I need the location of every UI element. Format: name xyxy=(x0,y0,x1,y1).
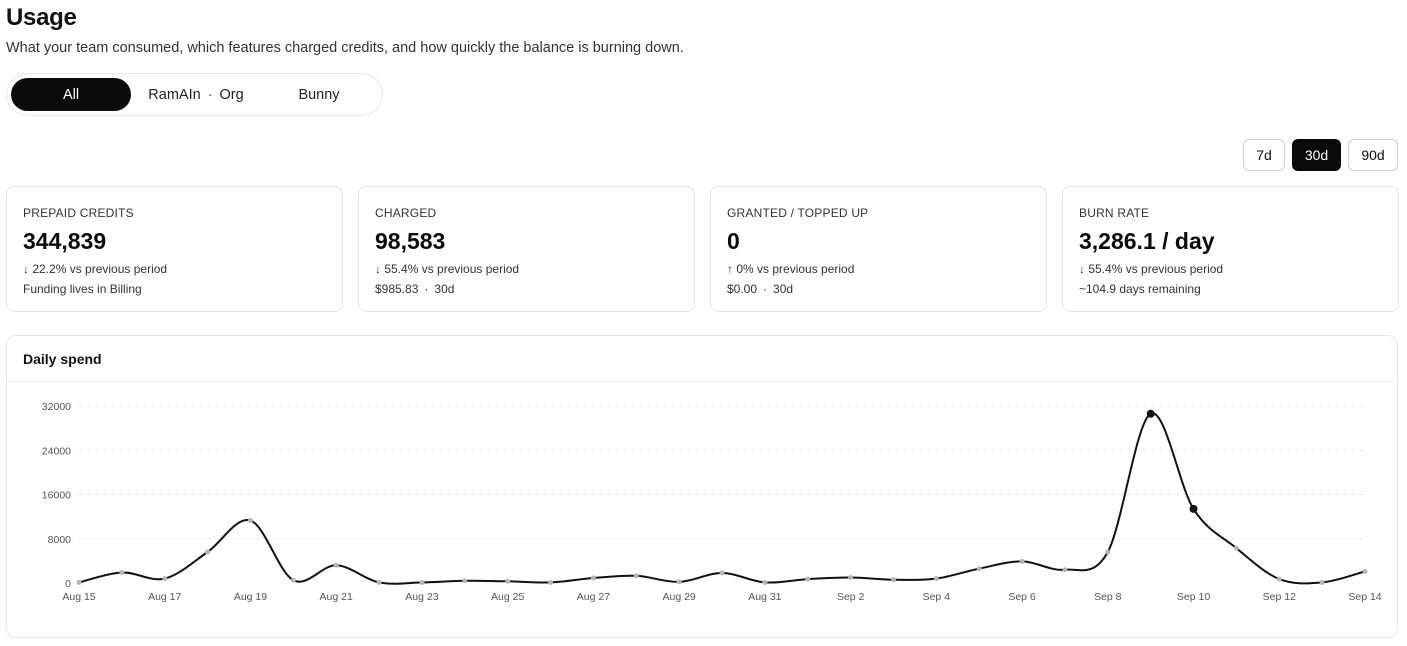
highlighted-data-point xyxy=(1146,409,1155,418)
data-point xyxy=(976,566,982,572)
card-burn-rate: BURN RATE 3,286.1 / day ↓ 55.4% vs previ… xyxy=(1062,186,1399,312)
x-tick-label: Sep 4 xyxy=(923,591,951,603)
card-label: CHARGED xyxy=(375,206,437,220)
scope-tab-all-label: All xyxy=(62,86,80,103)
card-note-amount: $985.83 xyxy=(375,282,419,296)
chart-title: Daily spend xyxy=(23,351,102,367)
card-label: PREPAID CREDITS xyxy=(23,206,134,220)
data-point xyxy=(805,576,811,582)
x-tick-label: Aug 27 xyxy=(577,591,610,603)
card-prepaid-credits: PREPAID CREDITS 344,839 ↓ 22.2% vs previ… xyxy=(6,186,343,312)
scope-tab-ramain-org[interactable]: RamAIn · Org xyxy=(131,78,261,111)
data-point xyxy=(548,579,554,585)
y-tick-label: 32000 xyxy=(42,401,71,413)
card-charged: CHARGED 98,583 ↓ 55.4% vs previous perio… xyxy=(358,186,695,312)
data-point xyxy=(633,573,639,579)
range-90d-button[interactable]: 90d xyxy=(1348,139,1398,171)
x-tick-label: Sep 12 xyxy=(1263,591,1296,603)
data-point xyxy=(290,577,296,583)
scope-tab-org-label: Org xyxy=(219,86,244,103)
card-note: $0.00 · 30d xyxy=(727,282,793,296)
card-granted-topped-up: GRANTED / TOPPED UP 0 ↑ 0% vs previous p… xyxy=(710,186,1047,312)
x-tick-label: Aug 19 xyxy=(234,591,267,603)
data-point xyxy=(762,579,768,585)
data-point xyxy=(76,579,82,585)
daily-spend-card: Daily spend 0 8000 16000 24000 32000 Aug 15 Au… xyxy=(6,335,1398,638)
data-point xyxy=(505,578,511,584)
data-point xyxy=(119,569,125,575)
card-value: 98,583 xyxy=(375,228,446,254)
scope-tab-all[interactable]: All xyxy=(11,78,131,111)
scope-tab-bunny[interactable]: Bunny xyxy=(261,78,377,111)
y-tick-label: 16000 xyxy=(42,490,71,502)
data-point xyxy=(1362,568,1368,574)
x-tick-label: Aug 29 xyxy=(662,591,695,603)
x-tick-label: Sep 14 xyxy=(1348,591,1381,603)
x-tick-label: Aug 17 xyxy=(148,591,181,603)
data-point xyxy=(590,575,596,581)
card-delta: ↓ 22.2% vs previous period xyxy=(23,262,168,276)
x-tick-label: Sep 6 xyxy=(1008,591,1036,603)
card-note: Funding lives in Billing xyxy=(23,282,142,296)
card-note-separator: · xyxy=(763,282,768,296)
data-point xyxy=(376,579,382,585)
data-point xyxy=(162,576,168,582)
data-point xyxy=(719,570,725,576)
card-note: $985.83 · 30d xyxy=(375,282,454,296)
card-note-separator: · xyxy=(424,282,429,296)
data-point xyxy=(1062,567,1068,573)
highlighted-data-point xyxy=(1189,504,1198,513)
card-delta: ↑ 0% vs previous period xyxy=(727,262,855,276)
data-point xyxy=(1019,558,1025,564)
chart-header: Daily spend xyxy=(7,336,1397,382)
data-point xyxy=(933,576,939,582)
card-value: 3,286.1 / day xyxy=(1079,228,1215,254)
data-point xyxy=(1276,576,1282,582)
scope-tab-separator: · xyxy=(207,86,213,103)
data-point xyxy=(890,577,896,583)
x-tick-label: Aug 25 xyxy=(491,591,524,603)
scope-tab-ramain-label: RamAIn xyxy=(148,86,201,103)
scope-tab-bunny-label: Bunny xyxy=(298,86,340,103)
data-point xyxy=(333,562,339,568)
x-tick-label: Sep 2 xyxy=(837,591,865,603)
data-point xyxy=(247,517,253,523)
card-note-period: 30d xyxy=(773,282,794,296)
page-subtitle: What your team consumed, which features … xyxy=(6,40,684,56)
x-tick-label: Sep 10 xyxy=(1177,591,1210,603)
y-tick-label: 24000 xyxy=(42,445,71,457)
data-point xyxy=(462,578,468,584)
card-value: 344,839 xyxy=(23,228,107,254)
x-tick-label: Aug 23 xyxy=(405,591,438,603)
scope-tab-group: All RamAIn · Org Bunny xyxy=(6,73,383,116)
card-label: GRANTED / TOPPED UP xyxy=(727,206,869,220)
x-tick-label: Aug 21 xyxy=(320,591,353,603)
x-tick-label: Aug 15 xyxy=(62,591,95,603)
data-point xyxy=(676,579,682,585)
y-tick-label: 8000 xyxy=(48,534,72,546)
data-point xyxy=(1105,549,1111,555)
card-label: BURN RATE xyxy=(1079,206,1150,220)
card-note: ~104.9 days remaining xyxy=(1079,282,1201,296)
card-note-period: 30d xyxy=(434,282,455,296)
page-title: Usage xyxy=(6,4,77,31)
data-point xyxy=(205,549,211,555)
daily-spend-chart: 0 8000 16000 24000 32000 Aug 15 Aug 17 Aug 19 Au… xyxy=(42,401,1382,603)
card-delta: ↓ 55.4% vs previous period xyxy=(375,262,520,276)
x-tick-label: Sep 8 xyxy=(1094,591,1122,603)
card-value: 0 xyxy=(727,228,740,254)
range-7d-button[interactable]: 7d xyxy=(1243,139,1285,171)
x-tick-label: Aug 31 xyxy=(748,591,781,603)
data-point xyxy=(419,579,425,585)
y-tick-label: 0 xyxy=(65,578,71,590)
card-delta: ↓ 55.4% vs previous period xyxy=(1079,262,1224,276)
data-point xyxy=(1319,579,1325,585)
range-30d-button[interactable]: 30d xyxy=(1292,139,1341,171)
series-line xyxy=(78,412,1366,585)
data-point xyxy=(1233,545,1239,551)
card-note-amount: $0.00 xyxy=(727,282,758,296)
data-point xyxy=(848,574,854,580)
